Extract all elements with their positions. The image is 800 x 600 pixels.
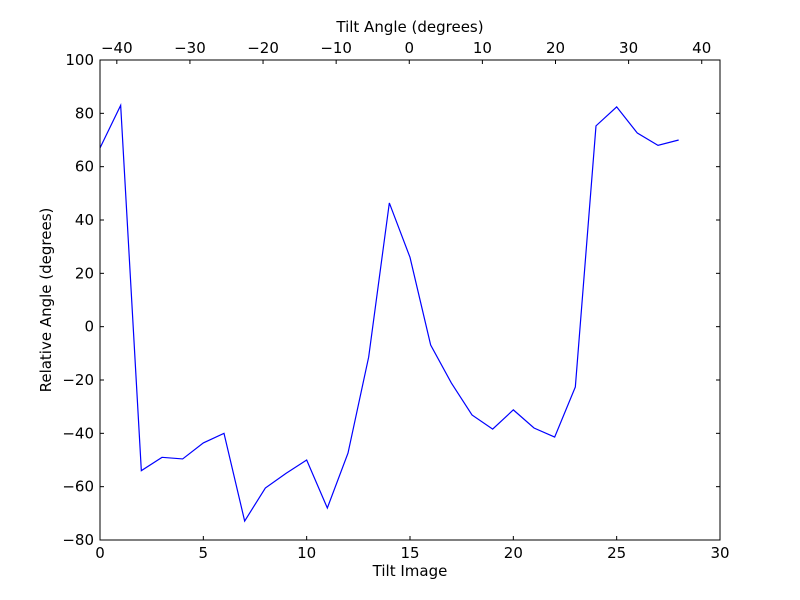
y-tick-label: 60 (75, 158, 94, 176)
top-x-tick-label: 0 (404, 39, 414, 57)
x-tick-label: 30 (710, 544, 729, 562)
x-tick-label: 20 (504, 544, 523, 562)
y-tick-label: 40 (75, 211, 94, 229)
x-tick-label: 10 (297, 544, 316, 562)
top-x-tick-label: −40 (101, 39, 133, 57)
x-tick-label: 5 (199, 544, 209, 562)
y-tick-label: −80 (62, 531, 94, 549)
y-tick-label: 20 (75, 264, 94, 282)
top-x-tick-label: −10 (320, 39, 352, 57)
x-tick-label: 15 (400, 544, 419, 562)
y-tick-label: −40 (62, 424, 94, 442)
x-axis-label: Tilt Image (372, 562, 448, 580)
y-tick-label: −60 (62, 478, 94, 496)
top-x-axis-label: Tilt Angle (degrees) (335, 18, 483, 36)
y-tick-label: 100 (65, 51, 94, 69)
top-x-tick-label: −20 (247, 39, 279, 57)
top-x-tick-label: 20 (546, 39, 565, 57)
series-line (99, 102, 679, 523)
x-tick-label: 25 (607, 544, 626, 562)
top-x-tick-label: −30 (174, 39, 206, 57)
top-x-tick-label: 10 (473, 39, 492, 57)
y-tick-label: 0 (84, 318, 94, 336)
y-tick-label: 80 (75, 104, 94, 122)
top-x-tick-label: 40 (692, 39, 711, 57)
top-x-tick-label: 30 (619, 39, 638, 57)
x-tick-label: 0 (95, 544, 105, 562)
y-axis-label: Relative Angle (degrees) (37, 208, 55, 393)
y-tick-label: −20 (62, 371, 94, 389)
